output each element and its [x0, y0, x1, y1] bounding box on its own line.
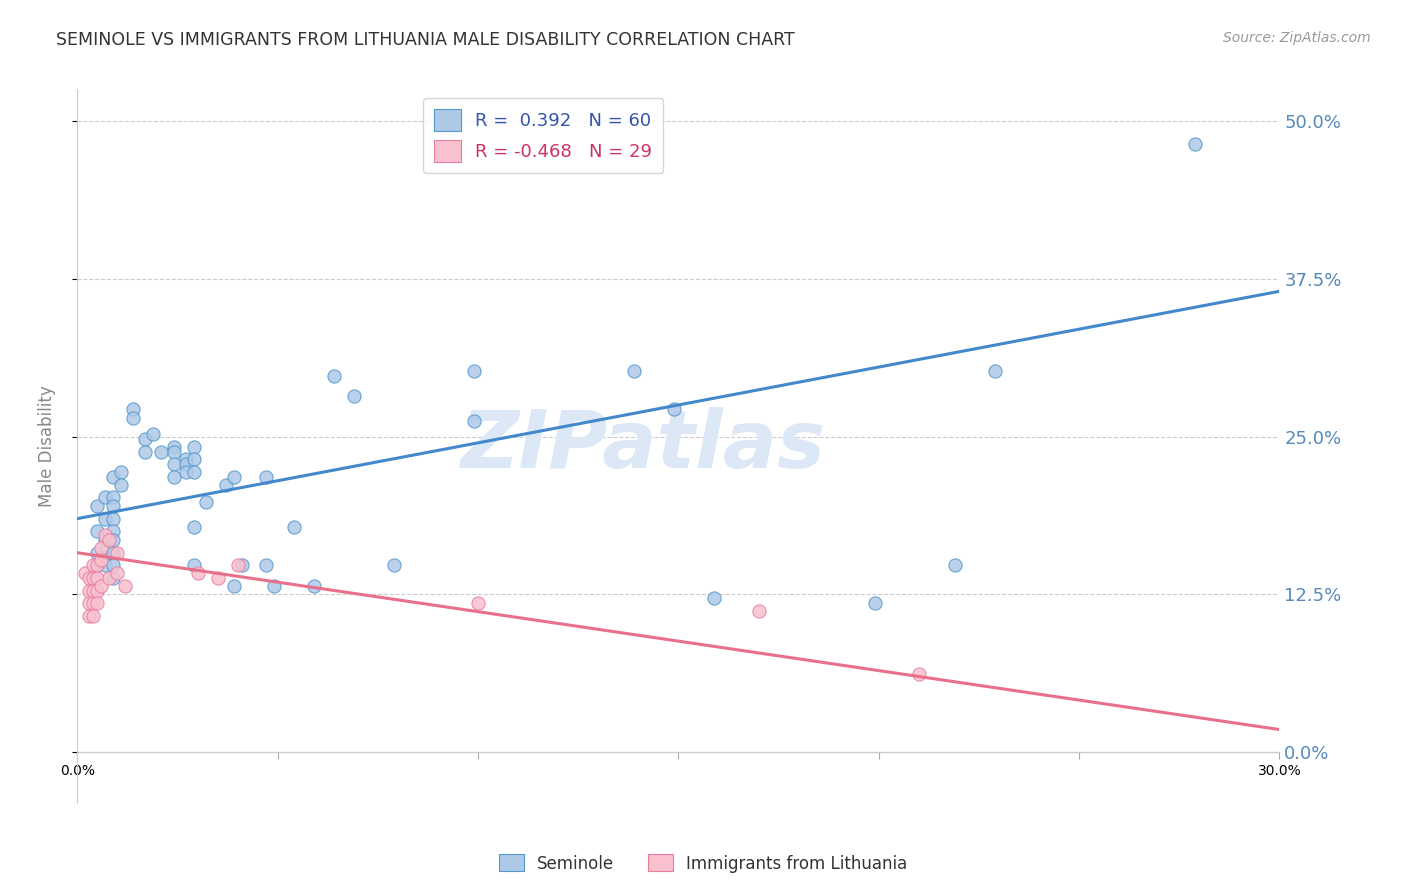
Point	[943, 558, 966, 573]
Point	[86, 524, 108, 539]
Point	[748, 604, 770, 618]
Point	[703, 591, 725, 606]
Point	[110, 477, 132, 491]
Point	[94, 558, 117, 573]
Point	[86, 558, 108, 573]
Point	[122, 401, 145, 416]
Point	[94, 528, 117, 542]
Point	[263, 578, 285, 592]
Point	[86, 546, 108, 560]
Point	[664, 401, 686, 416]
Text: SEMINOLE VS IMMIGRANTS FROM LITHUANIA MALE DISABILITY CORRELATION CHART: SEMINOLE VS IMMIGRANTS FROM LITHUANIA MA…	[56, 31, 794, 49]
Point	[908, 667, 931, 681]
Point	[94, 549, 117, 564]
Point	[82, 608, 104, 623]
Point	[79, 583, 101, 598]
Point	[231, 558, 253, 573]
Point	[103, 524, 125, 539]
Point	[183, 452, 205, 467]
Point	[463, 364, 485, 378]
Point	[183, 465, 205, 479]
Point	[86, 558, 108, 573]
Point	[103, 533, 125, 547]
Point	[467, 596, 489, 610]
Point	[343, 389, 366, 403]
Point	[150, 444, 173, 458]
Point	[183, 440, 205, 454]
Point	[86, 499, 108, 513]
Point	[174, 458, 197, 472]
Point	[94, 511, 117, 525]
Point	[98, 571, 121, 585]
Point	[174, 465, 197, 479]
Point	[162, 470, 184, 484]
Point	[90, 578, 112, 592]
Point	[86, 596, 108, 610]
Point	[984, 364, 1007, 378]
Point	[863, 596, 886, 610]
Point	[183, 520, 205, 534]
Point	[162, 440, 184, 454]
Point	[110, 465, 132, 479]
Point	[86, 571, 108, 585]
Point	[94, 490, 117, 504]
Point	[90, 553, 112, 567]
Point	[107, 546, 129, 560]
Point	[122, 410, 145, 425]
Point	[103, 470, 125, 484]
Point	[214, 477, 236, 491]
Point	[79, 571, 101, 585]
Point	[463, 414, 485, 428]
Point	[283, 520, 305, 534]
Point	[82, 558, 104, 573]
Point	[103, 546, 125, 560]
Point	[107, 566, 129, 580]
Point	[222, 578, 245, 592]
Point	[302, 578, 325, 592]
Point	[82, 583, 104, 598]
Point	[162, 458, 184, 472]
Point	[98, 533, 121, 547]
Legend: Seminole, Immigrants from Lithuania: Seminole, Immigrants from Lithuania	[492, 847, 914, 880]
Point	[90, 541, 112, 555]
Y-axis label: Male Disability: Male Disability	[38, 385, 56, 507]
Point	[79, 596, 101, 610]
Text: ZIPatlas: ZIPatlas	[460, 407, 825, 485]
Legend: R =  0.392   N = 60, R = -0.468   N = 29: R = 0.392 N = 60, R = -0.468 N = 29	[423, 98, 664, 173]
Point	[623, 364, 645, 378]
Point	[103, 499, 125, 513]
Point	[162, 444, 184, 458]
Point	[226, 558, 249, 573]
Point	[1184, 136, 1206, 151]
Point	[134, 444, 156, 458]
Point	[187, 566, 209, 580]
Point	[134, 432, 156, 446]
Point	[207, 571, 229, 585]
Point	[142, 427, 165, 442]
Point	[103, 490, 125, 504]
Point	[254, 558, 277, 573]
Point	[94, 533, 117, 547]
Point	[79, 608, 101, 623]
Point	[194, 495, 217, 509]
Point	[103, 571, 125, 585]
Point	[103, 558, 125, 573]
Point	[86, 583, 108, 598]
Point	[82, 571, 104, 585]
Point	[114, 578, 136, 592]
Point	[183, 558, 205, 573]
Point	[382, 558, 405, 573]
Point	[103, 511, 125, 525]
Point	[254, 470, 277, 484]
Point	[174, 452, 197, 467]
Point	[82, 596, 104, 610]
Point	[75, 566, 97, 580]
Point	[222, 470, 245, 484]
Text: Source: ZipAtlas.com: Source: ZipAtlas.com	[1223, 31, 1371, 45]
Point	[322, 368, 344, 383]
